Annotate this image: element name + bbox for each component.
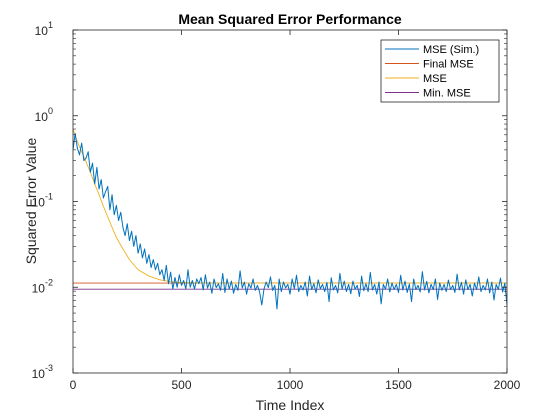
legend-label-mse-sim: MSE (Sim.) — [423, 44, 479, 56]
y-tick-label: 101 — [35, 20, 53, 38]
legend-label-min-mse: Min. MSE — [423, 88, 471, 100]
series-layer — [73, 128, 507, 310]
y-tick-exponent: -3 — [45, 363, 53, 373]
y-tick-exponent: -2 — [45, 277, 53, 287]
legend-label-mse: MSE — [423, 73, 447, 85]
x-tick-label: 1500 — [385, 378, 412, 392]
y-tick-base: 10 — [35, 24, 49, 38]
legend: MSE (Sim.) Final MSE MSE Min. MSE — [380, 39, 500, 103]
y-tick-label: 10-1 — [32, 192, 53, 210]
y-tick-exponent: 1 — [48, 20, 53, 30]
legend-box — [380, 39, 500, 103]
y-tick-exponent: -1 — [45, 192, 53, 202]
y-tick-base: 10 — [35, 110, 49, 124]
y-tick-label: 10-2 — [32, 277, 53, 295]
x-tick-label: 500 — [171, 378, 191, 392]
x-axis-label: Time Index — [256, 397, 325, 413]
y-tick-label: 10-3 — [32, 363, 53, 381]
chart-title: Mean Squared Error Performance — [178, 11, 402, 27]
y-tick-base: 10 — [32, 367, 46, 381]
x-tick-label: 0 — [70, 378, 77, 392]
series-line-mse-sim — [73, 133, 507, 310]
y-axis-label: Squared Error Value — [23, 137, 39, 264]
y-tick-label: 100 — [35, 106, 53, 124]
x-ticks: 0 500 1000 1500 2000 — [70, 30, 521, 392]
x-tick-label: 2000 — [494, 378, 521, 392]
series-line-mse — [73, 128, 507, 284]
y-tick-exponent: 0 — [48, 106, 53, 116]
x-tick-label: 1000 — [277, 378, 304, 392]
y-tick-base: 10 — [32, 281, 46, 295]
y-tick-base: 10 — [32, 196, 46, 210]
legend-label-final-mse: Final MSE — [423, 59, 474, 71]
